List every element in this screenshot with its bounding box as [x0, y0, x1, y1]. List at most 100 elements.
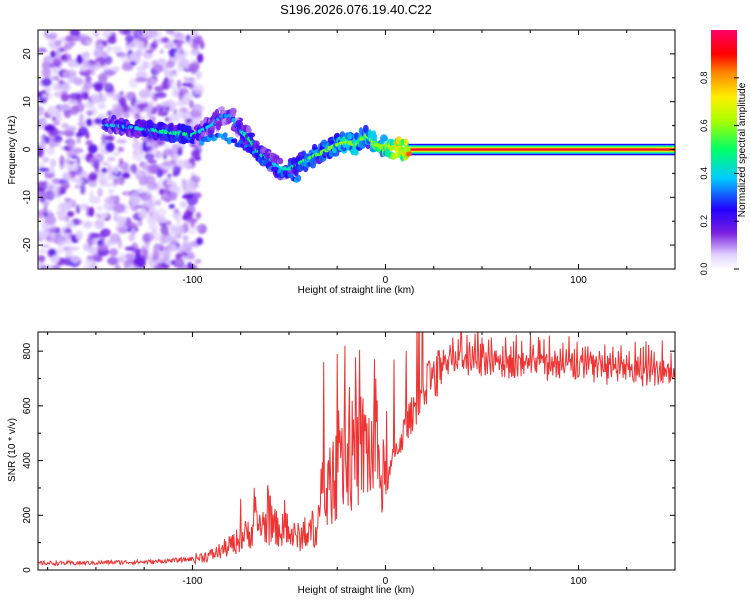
- noise-blob: [195, 105, 205, 113]
- noise-blob: [62, 174, 72, 180]
- noise-blob: [158, 58, 167, 64]
- noise-blob: [103, 182, 115, 187]
- noise-blob: [199, 40, 205, 50]
- ridge-branch-blob: [272, 166, 279, 173]
- noise-blob: [44, 214, 57, 226]
- noise-blob: [97, 93, 107, 104]
- noise-blob: [38, 190, 46, 199]
- noise-blob: [56, 130, 67, 136]
- noise-blob: [194, 258, 202, 264]
- noise-blob: [153, 243, 163, 250]
- noise-blob: [68, 92, 81, 101]
- noise-blob: [39, 140, 47, 150]
- noise-blob: [45, 86, 51, 92]
- noise-blob: [154, 150, 163, 159]
- noise-blob: [92, 159, 100, 169]
- snr-frame: [37, 331, 676, 571]
- noise-blob: [178, 58, 190, 69]
- noise-blob: [181, 194, 191, 199]
- noise-blob: [162, 247, 172, 259]
- noise-blob: [177, 47, 184, 55]
- noise-blob: [175, 32, 186, 41]
- noise-blob: [161, 101, 170, 108]
- noise-blob: [182, 221, 189, 233]
- noise-blob: [175, 253, 182, 260]
- colorbar-tick-label: 0.6: [699, 119, 709, 132]
- noise-blob: [144, 200, 150, 206]
- noise-blob: [38, 105, 45, 116]
- noise-blob: [153, 231, 161, 242]
- noise-blob: [173, 208, 179, 214]
- noise-blob: [104, 82, 114, 94]
- ridge-branch-blob: [267, 161, 272, 168]
- snr-xtick-label: 100: [570, 576, 587, 587]
- ridge-blob: [392, 153, 398, 159]
- noise-blob: [73, 179, 83, 184]
- noise-blob: [132, 140, 143, 151]
- noise-blob: [41, 264, 47, 269]
- noise-blob: [175, 159, 188, 168]
- noise-blob: [88, 240, 93, 247]
- noise-blob: [82, 53, 90, 60]
- noise-blob: [191, 149, 199, 158]
- noise-blob: [43, 201, 50, 208]
- noise-blob: [84, 258, 95, 267]
- noise-blob: [75, 170, 88, 179]
- noise-blob: [105, 142, 115, 153]
- noise-blob: [136, 188, 145, 194]
- noise-blob: [46, 147, 55, 156]
- noise-blob: [113, 177, 119, 185]
- noise-blob: [47, 209, 53, 216]
- noise-blob: [165, 234, 176, 245]
- noise-blob: [41, 67, 52, 78]
- ridge-blob: [406, 151, 412, 157]
- noise-blob: [52, 57, 63, 68]
- noise-blob: [104, 196, 117, 205]
- noise-blob: [172, 235, 179, 246]
- noise-blob: [73, 218, 79, 226]
- noise-blob: [176, 216, 181, 225]
- noise-blob: [117, 238, 123, 250]
- noise-blob: [186, 218, 198, 223]
- noise-blob: [93, 236, 98, 245]
- noise-blob: [118, 30, 131, 35]
- noise-blob: [42, 205, 48, 216]
- spectrogram-xtick-label: 100: [570, 275, 587, 286]
- noise-blob: [44, 91, 53, 100]
- noise-blob: [79, 33, 89, 39]
- noise-blob: [68, 246, 80, 251]
- noise-blob: [106, 44, 112, 53]
- noise-blob: [65, 35, 75, 42]
- noise-blob: [188, 252, 195, 260]
- noise-blob: [86, 110, 93, 116]
- noise-blob: [169, 113, 181, 123]
- noise-blob: [176, 79, 182, 89]
- noise-blob: [147, 164, 159, 174]
- noise-blob: [130, 108, 136, 116]
- noise-blob: [152, 249, 160, 259]
- noise-blob: [65, 248, 73, 260]
- noise-blob: [162, 160, 173, 167]
- noise-blob: [125, 190, 130, 196]
- noise-blob: [76, 30, 81, 37]
- noise-blob: [63, 108, 72, 119]
- ridge-blob: [403, 138, 409, 147]
- ridge-branch-blob: [232, 138, 238, 144]
- noise-blob: [88, 174, 94, 182]
- noise-blob: [51, 116, 57, 121]
- spectrogram-ridge: [101, 106, 675, 183]
- noise-blob: [40, 197, 46, 203]
- noise-blob: [57, 79, 65, 86]
- noise-blob: [94, 213, 102, 218]
- noise-blob: [149, 141, 156, 149]
- noise-blob: [107, 156, 116, 162]
- noise-blob: [93, 48, 102, 59]
- noise-blob: [172, 86, 181, 95]
- noise-blob: [93, 117, 104, 125]
- noise-blob: [129, 195, 141, 207]
- noise-blob: [125, 34, 134, 43]
- noise-blob: [182, 241, 188, 250]
- ridge-blob: [209, 125, 217, 131]
- noise-blob: [149, 205, 156, 213]
- noise-blob: [163, 144, 171, 150]
